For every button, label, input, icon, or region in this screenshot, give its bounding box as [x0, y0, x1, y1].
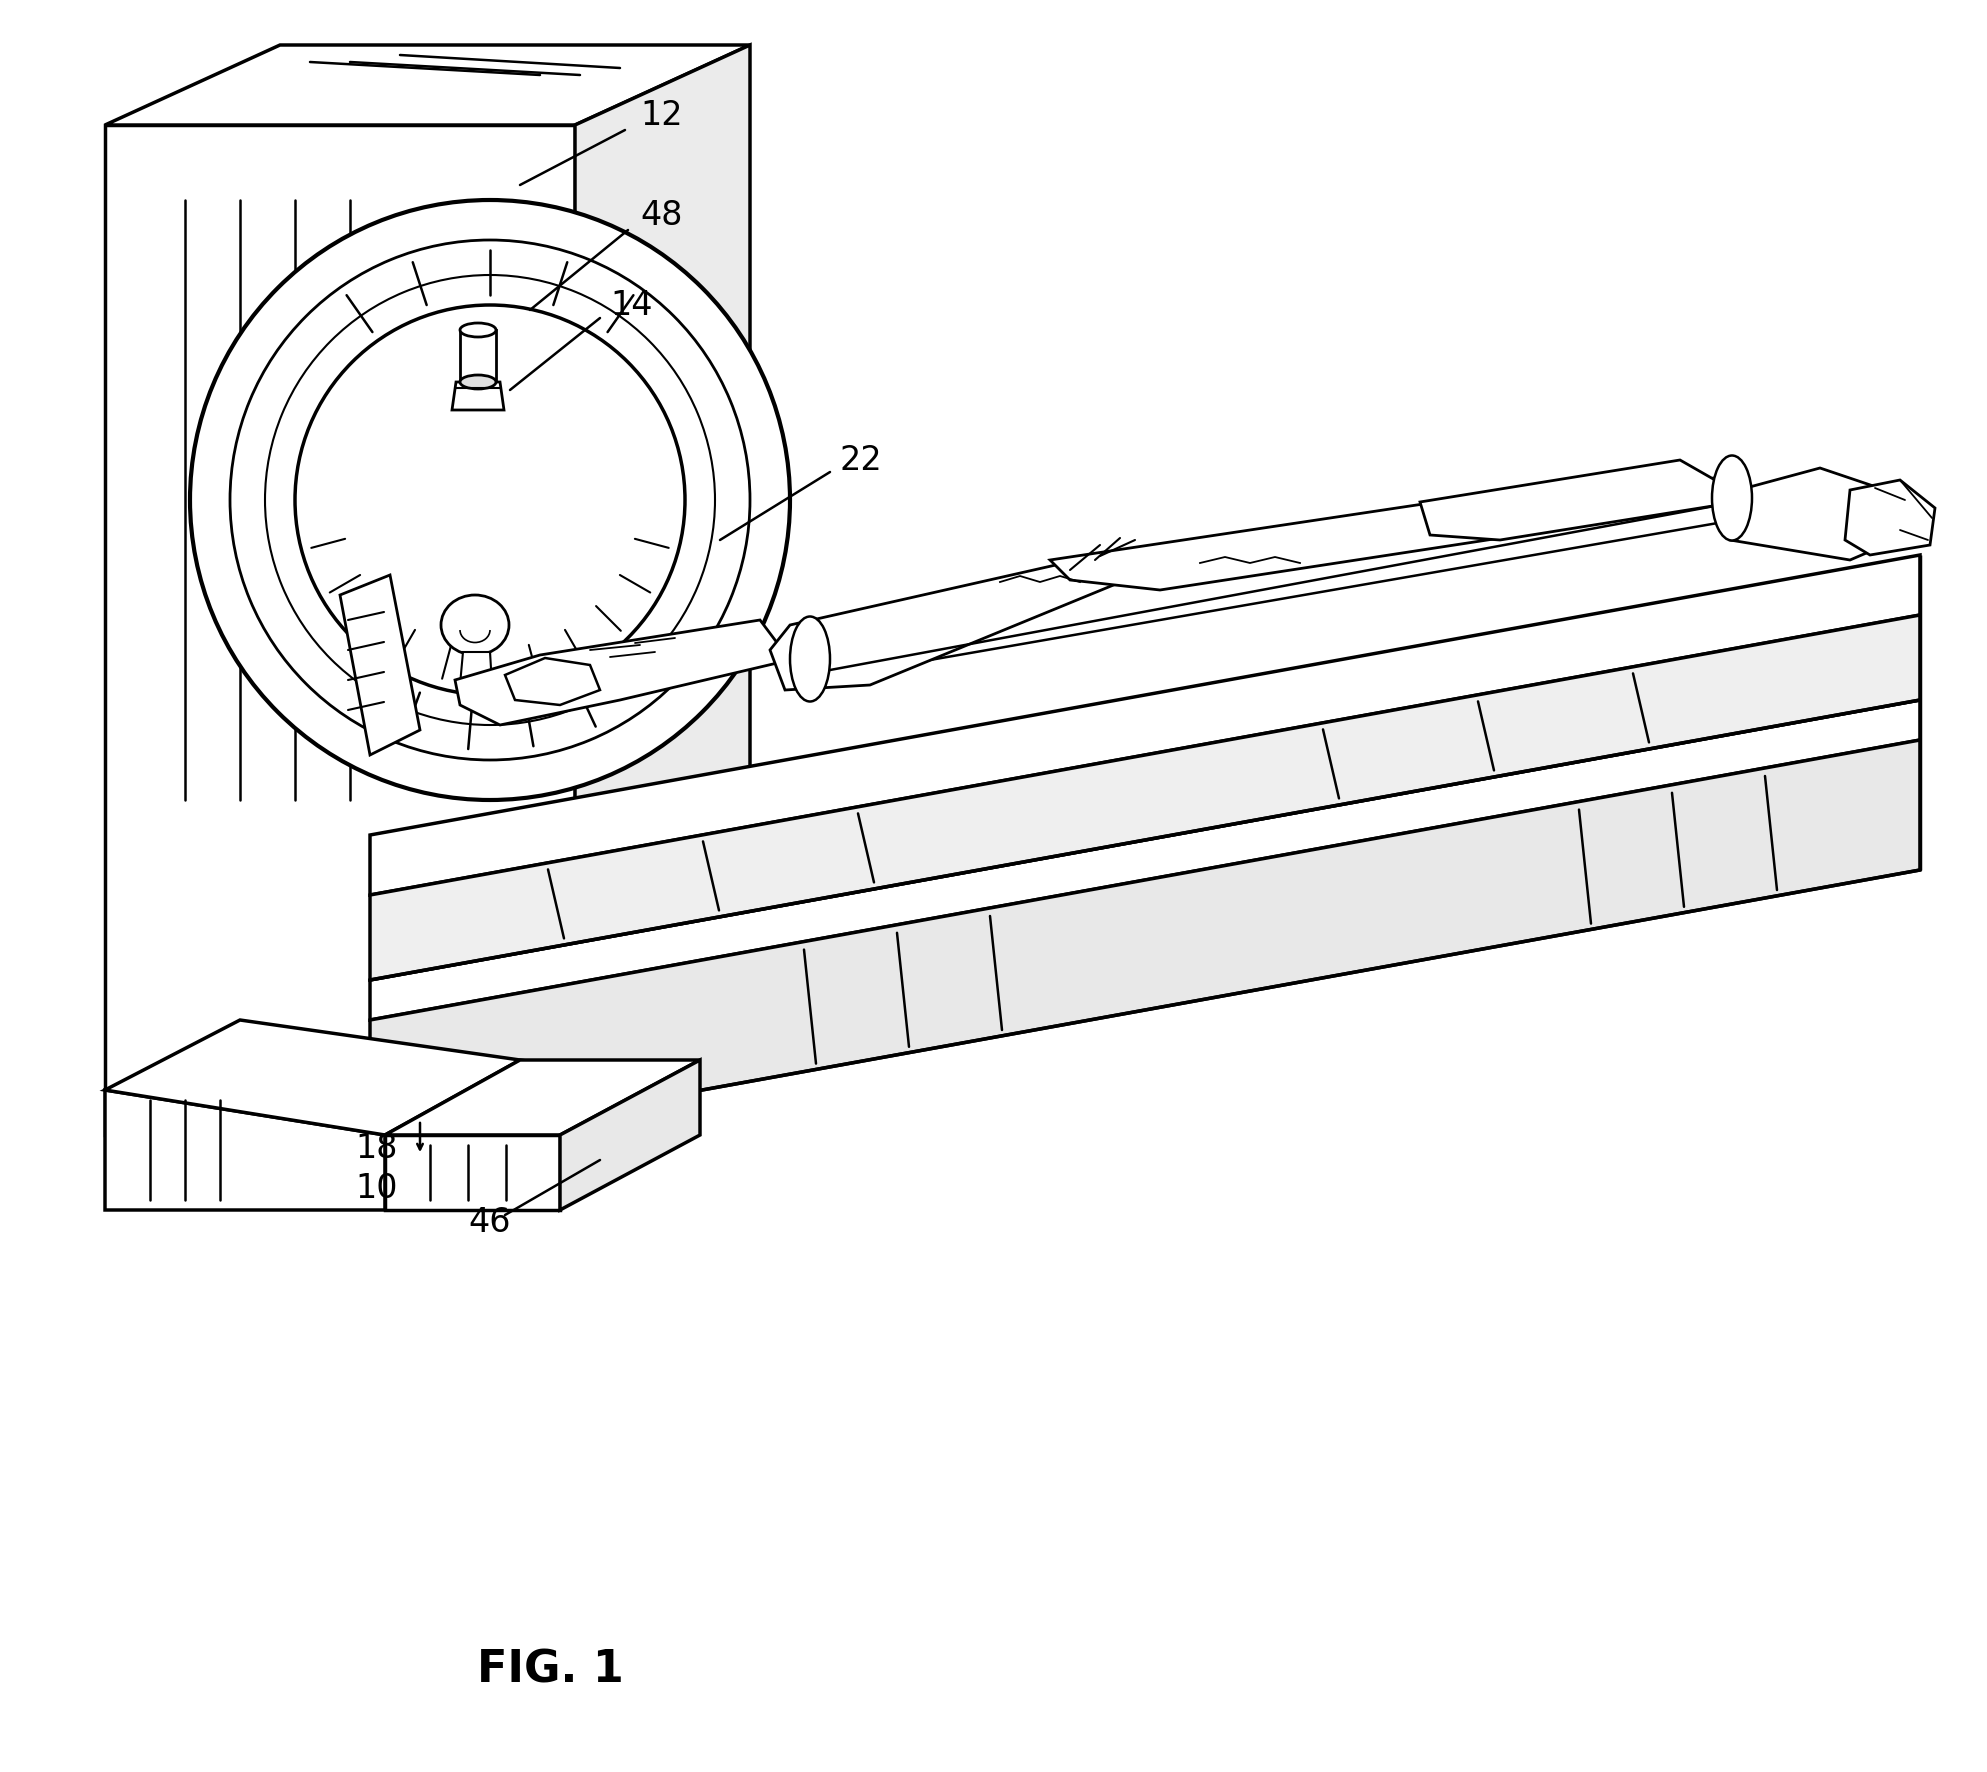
Polygon shape [461, 330, 497, 383]
Polygon shape [574, 44, 749, 1136]
Polygon shape [385, 1060, 699, 1136]
Polygon shape [370, 555, 1919, 895]
Polygon shape [1721, 468, 1919, 560]
Text: 12: 12 [640, 99, 684, 131]
Ellipse shape [294, 305, 686, 695]
Polygon shape [461, 652, 493, 686]
Polygon shape [340, 574, 419, 755]
Polygon shape [1049, 500, 1520, 590]
Polygon shape [370, 615, 1919, 980]
Ellipse shape [461, 376, 497, 390]
Polygon shape [105, 126, 574, 1136]
Text: 10: 10 [356, 1171, 397, 1205]
Text: 48: 48 [640, 198, 682, 232]
Text: FIG. 1: FIG. 1 [477, 1648, 624, 1692]
Ellipse shape [461, 323, 497, 337]
Text: 14: 14 [610, 289, 652, 321]
Polygon shape [105, 44, 749, 126]
Text: 18: 18 [356, 1132, 397, 1164]
Polygon shape [451, 383, 505, 409]
Text: 22: 22 [841, 443, 882, 477]
Polygon shape [1846, 480, 1935, 555]
Polygon shape [370, 700, 1919, 1021]
Polygon shape [505, 657, 600, 705]
Polygon shape [370, 741, 1919, 1150]
Polygon shape [105, 1021, 521, 1136]
Polygon shape [455, 620, 791, 725]
Polygon shape [105, 1090, 385, 1210]
Polygon shape [560, 1060, 699, 1210]
Ellipse shape [1713, 455, 1753, 540]
Ellipse shape [791, 617, 831, 702]
Ellipse shape [441, 595, 509, 656]
Polygon shape [1421, 461, 1751, 540]
Polygon shape [385, 1136, 560, 1210]
Polygon shape [771, 555, 1150, 689]
Text: 46: 46 [469, 1205, 511, 1239]
Ellipse shape [191, 200, 791, 799]
Polygon shape [811, 475, 1735, 680]
